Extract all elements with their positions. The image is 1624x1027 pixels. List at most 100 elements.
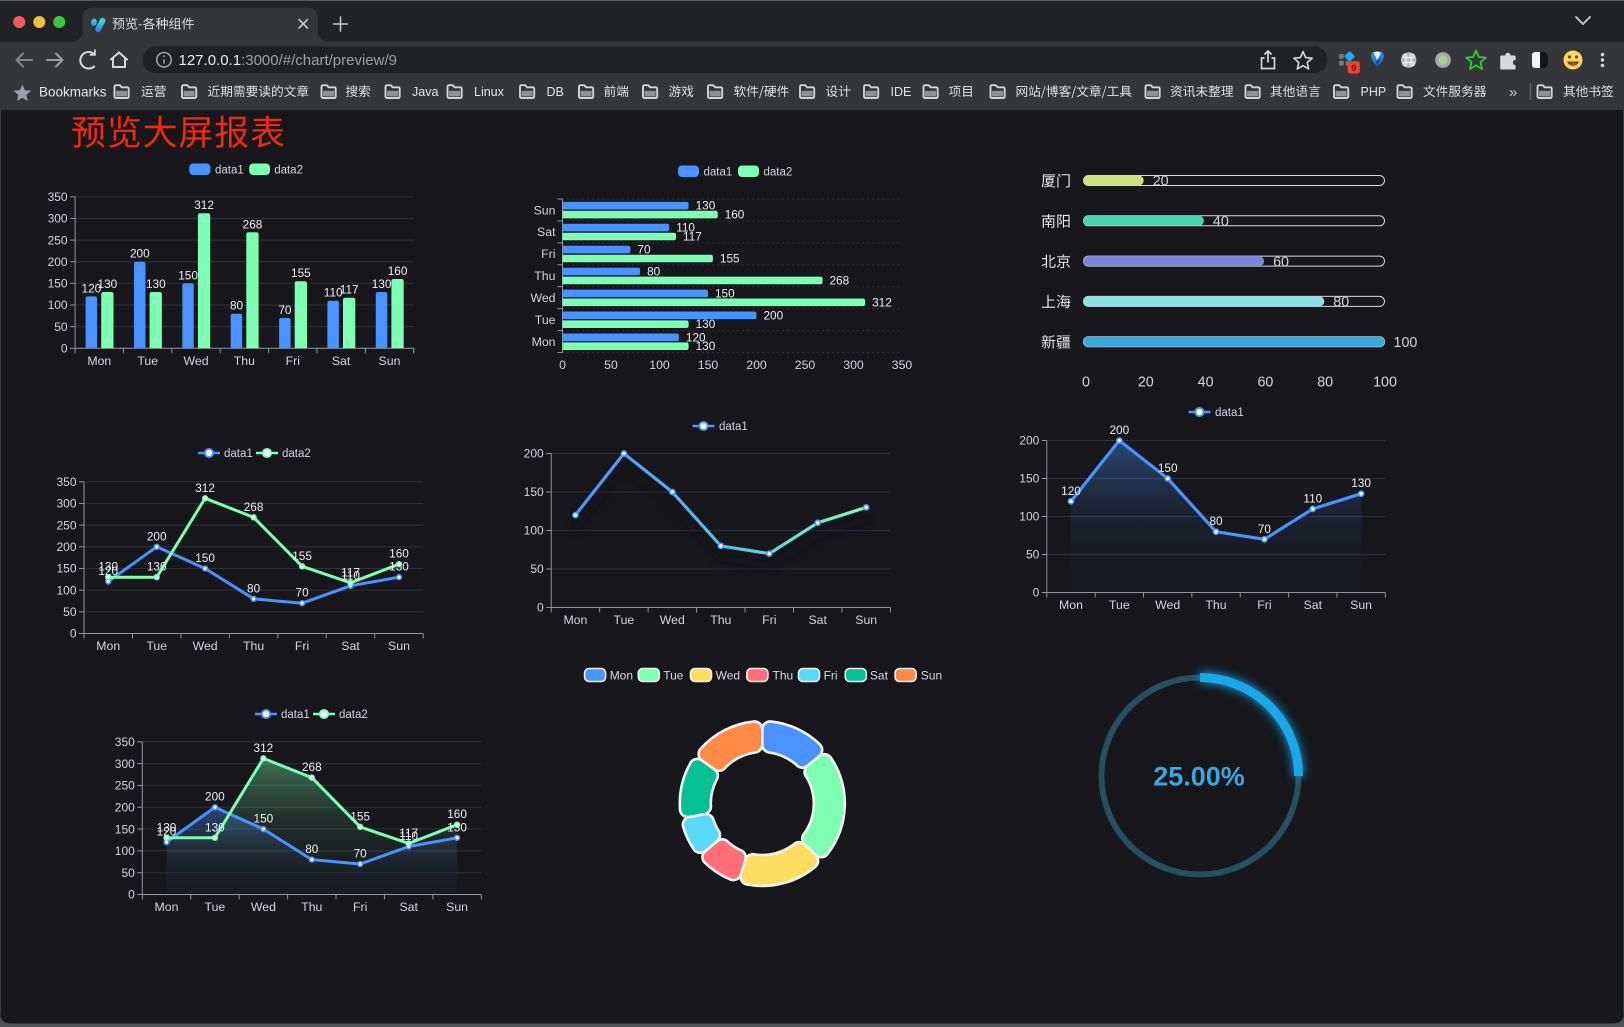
svg-text:Wed: Wed — [193, 639, 218, 653]
svg-text:300: 300 — [56, 497, 76, 511]
svg-text:Sat: Sat — [399, 900, 418, 914]
svg-text:80: 80 — [305, 842, 319, 856]
svg-text:268: 268 — [244, 500, 264, 514]
svg-text:312: 312 — [254, 741, 274, 755]
svg-text:Wed: Wed — [660, 613, 685, 627]
svg-text:130: 130 — [696, 339, 716, 353]
svg-text:0: 0 — [1082, 375, 1090, 391]
svg-text:data1: data1 — [224, 448, 253, 460]
svg-text:50: 50 — [604, 358, 618, 372]
svg-text:Tue: Tue — [137, 354, 158, 368]
svg-text:Fri: Fri — [824, 669, 838, 683]
svg-text:100: 100 — [1373, 375, 1397, 391]
svg-text:100: 100 — [48, 298, 68, 312]
svg-text:data2: data2 — [764, 167, 793, 179]
svg-text:80: 80 — [230, 299, 244, 313]
svg-text:Tue: Tue — [205, 900, 226, 914]
svg-text:0: 0 — [70, 627, 77, 641]
svg-text:160: 160 — [388, 264, 408, 278]
svg-text:120: 120 — [98, 564, 118, 578]
svg-text:150: 150 — [254, 812, 274, 826]
svg-text:Tue: Tue — [535, 313, 556, 327]
svg-text:Wed: Wed — [716, 669, 740, 683]
svg-text:150: 150 — [115, 822, 135, 836]
svg-text:Sat: Sat — [332, 354, 351, 368]
svg-text:Sat: Sat — [537, 225, 556, 239]
svg-text:Sun: Sun — [1350, 598, 1372, 612]
svg-text:268: 268 — [302, 760, 322, 774]
svg-text:Sun: Sun — [855, 613, 877, 627]
svg-text:Sun: Sun — [388, 639, 410, 653]
svg-text:0: 0 — [559, 358, 566, 372]
svg-text:117: 117 — [399, 826, 418, 840]
svg-text:0: 0 — [61, 342, 68, 356]
svg-text:Sun: Sun — [379, 354, 401, 368]
svg-text:Sat: Sat — [341, 639, 360, 653]
svg-text:data1: data1 — [1215, 407, 1244, 419]
svg-text:Sat: Sat — [870, 669, 889, 683]
svg-text:Java: Java — [412, 85, 438, 99]
svg-text:Wed: Wed — [530, 291, 555, 305]
svg-text:130: 130 — [147, 560, 167, 574]
svg-text:200: 200 — [764, 308, 784, 322]
svg-text:PHP: PHP — [1361, 85, 1387, 99]
svg-text:160: 160 — [725, 208, 745, 222]
svg-text:60: 60 — [1257, 375, 1273, 391]
svg-text:155: 155 — [720, 252, 740, 266]
svg-text:DB: DB — [547, 85, 564, 99]
svg-text:data1: data1 — [215, 165, 244, 177]
svg-text:130: 130 — [696, 317, 716, 331]
svg-text:130: 130 — [146, 277, 166, 291]
svg-text:312: 312 — [195, 481, 215, 495]
svg-text:Fri: Fri — [1257, 598, 1271, 612]
svg-text:150: 150 — [698, 358, 719, 372]
svg-text:127.0.0.1:3000/#/chart/preview: 127.0.0.1:3000/#/chart/preview/9 — [179, 52, 398, 69]
svg-text:Thu: Thu — [301, 900, 322, 914]
svg-text:350: 350 — [48, 190, 68, 204]
svg-text:155: 155 — [350, 809, 370, 823]
svg-text:Mon: Mon — [563, 613, 587, 627]
svg-text:117: 117 — [683, 230, 702, 244]
svg-text:Bookmarks: Bookmarks — [39, 85, 107, 100]
svg-text:200: 200 — [746, 358, 767, 372]
svg-text:350: 350 — [115, 735, 135, 749]
svg-text:268: 268 — [830, 273, 850, 287]
svg-text:Thu: Thu — [243, 639, 264, 653]
svg-text:200: 200 — [56, 540, 76, 554]
svg-text:data2: data2 — [274, 165, 303, 177]
svg-text:data2: data2 — [339, 709, 368, 721]
svg-text:117: 117 — [341, 565, 360, 579]
svg-text:200: 200 — [147, 529, 167, 543]
svg-text:200: 200 — [205, 790, 225, 804]
svg-text:Tue: Tue — [146, 639, 167, 653]
svg-text:200: 200 — [130, 247, 150, 261]
svg-text:Sun: Sun — [446, 900, 468, 914]
svg-text:150: 150 — [178, 268, 198, 282]
svg-text:Wed: Wed — [183, 354, 208, 368]
svg-text:100: 100 — [1394, 335, 1418, 351]
svg-text:312: 312 — [872, 295, 892, 309]
svg-text:110: 110 — [324, 286, 343, 300]
svg-text:110: 110 — [399, 829, 418, 843]
svg-text:9: 9 — [1351, 63, 1356, 74]
svg-text:100: 100 — [1019, 510, 1039, 524]
svg-text:80: 80 — [1333, 295, 1349, 311]
svg-text:300: 300 — [843, 358, 864, 372]
svg-text:130: 130 — [372, 277, 392, 291]
svg-text:300: 300 — [48, 212, 68, 226]
svg-text:268: 268 — [243, 217, 263, 231]
svg-text:150: 150 — [56, 562, 76, 576]
svg-text:Thu: Thu — [1205, 598, 1226, 612]
svg-text:80: 80 — [1317, 375, 1333, 391]
svg-text:120: 120 — [157, 825, 177, 839]
svg-text:Mon: Mon — [96, 639, 120, 653]
svg-text:250: 250 — [115, 779, 135, 793]
svg-text:IDE: IDE — [891, 85, 912, 99]
svg-text:100: 100 — [115, 844, 135, 858]
svg-text:155: 155 — [292, 549, 312, 563]
svg-text:Fri: Fri — [353, 900, 367, 914]
svg-text:150: 150 — [524, 485, 544, 499]
svg-text:Fri: Fri — [541, 247, 555, 261]
svg-text:Sat: Sat — [808, 613, 827, 627]
svg-text:100: 100 — [649, 358, 670, 372]
